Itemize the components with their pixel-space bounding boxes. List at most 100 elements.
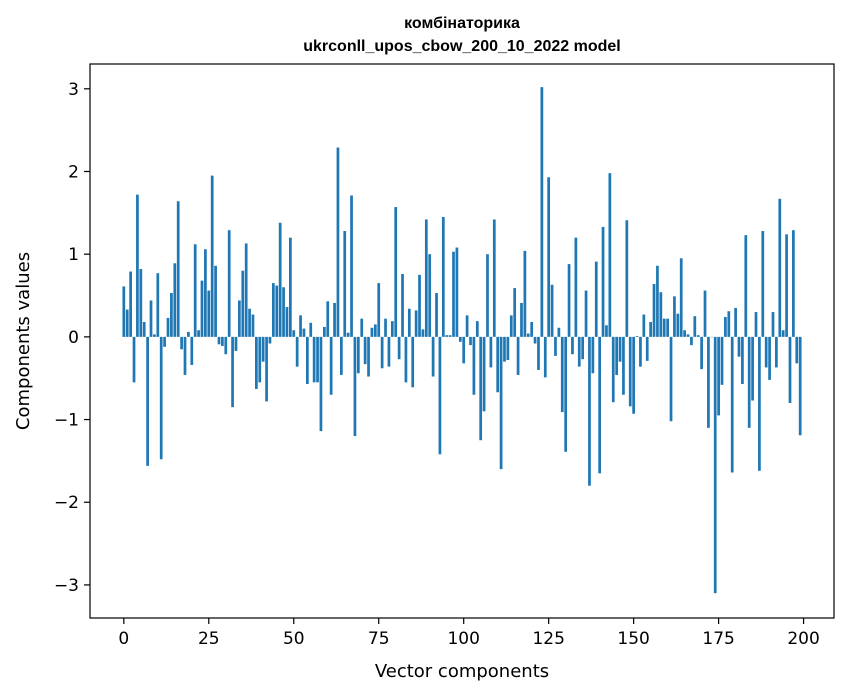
bar-component-47 — [282, 287, 285, 337]
bar-component-156 — [652, 283, 656, 337]
bar-component-53 — [302, 328, 306, 337]
bar-component-73 — [370, 327, 374, 337]
bar-component-145 — [615, 336, 619, 375]
bar-component-101 — [465, 315, 469, 337]
x-axis-label: Vector components — [375, 661, 549, 682]
bar-component-100 — [462, 336, 466, 364]
bar-component-177 — [724, 317, 727, 337]
bar-component-192 — [775, 336, 778, 368]
bar-component-111 — [499, 336, 503, 470]
bar-component-146 — [618, 336, 622, 362]
x-ticks-group: 0 25 50 75 100 125 150 175 200 — [118, 618, 820, 649]
bar-component-131 — [567, 264, 571, 337]
y-axis-label: Components values — [13, 252, 34, 430]
bar-component-157 — [656, 265, 659, 337]
x-tick-label: 75 — [368, 629, 390, 649]
bar-component-71 — [363, 336, 367, 365]
bar-component-58 — [319, 336, 323, 432]
bar-component-118 — [523, 250, 527, 337]
bar-component-89 — [424, 219, 428, 337]
bar-component-54 — [305, 336, 309, 384]
bar-component-186 — [754, 312, 758, 337]
bar-component-56 — [312, 336, 316, 383]
bar-component-64 — [339, 336, 343, 375]
chart-title: комбінаторика — [404, 15, 520, 32]
bar-component-68 — [353, 336, 357, 437]
bar-component-144 — [611, 336, 615, 403]
bar-component-35 — [241, 270, 245, 337]
bar-component-2 — [129, 271, 132, 337]
bar-component-70 — [360, 318, 364, 337]
bar-component-121 — [533, 336, 537, 344]
bar-component-10 — [156, 273, 160, 337]
y-tick-label: −2 — [54, 493, 79, 513]
bar-component-38 — [251, 314, 255, 337]
bar-component-166 — [686, 334, 690, 337]
bar-component-148 — [625, 220, 629, 337]
bar-component-167 — [690, 336, 693, 346]
bar-component-172 — [707, 336, 710, 428]
bar-component-124 — [543, 336, 547, 378]
bar-component-94 — [441, 216, 445, 337]
bar-component-9 — [153, 334, 156, 337]
bar-component-149 — [628, 336, 632, 407]
bar-component-61 — [329, 336, 333, 395]
bar-component-98 — [455, 247, 459, 337]
bar-component-82 — [401, 274, 404, 337]
bar-component-40 — [258, 336, 262, 383]
bar-component-105 — [479, 336, 483, 441]
bar-component-20 — [190, 336, 194, 365]
bar-component-106 — [482, 336, 486, 412]
bars-group — [122, 87, 802, 594]
plot-frame — [89, 63, 835, 619]
bar-component-161 — [669, 336, 673, 422]
bar-component-196 — [788, 336, 792, 404]
bar-component-93 — [438, 336, 442, 455]
bar-component-55 — [309, 322, 313, 337]
bar-component-132 — [571, 336, 574, 355]
bar-component-162 — [673, 296, 676, 337]
bar-component-153 — [642, 314, 646, 337]
bar-component-180 — [734, 307, 737, 337]
bar-component-19 — [187, 331, 190, 337]
bar-component-17 — [180, 336, 183, 350]
bar-component-115 — [513, 288, 517, 337]
bar-component-81 — [397, 336, 401, 360]
bar-component-91 — [431, 336, 435, 377]
bar-component-134 — [577, 336, 581, 367]
bar-component-72 — [367, 336, 370, 377]
bar-component-139 — [594, 261, 598, 337]
bar-component-128 — [557, 327, 561, 337]
bar-component-66 — [346, 332, 350, 337]
bar-component-7 — [146, 336, 149, 466]
bar-component-45 — [275, 285, 279, 337]
bar-component-135 — [581, 336, 585, 360]
bar-component-155 — [649, 321, 652, 337]
bar-component-109 — [492, 219, 496, 337]
y-tick-label: 1 — [68, 245, 79, 265]
bar-component-31 — [227, 230, 231, 337]
bar-component-25 — [207, 290, 211, 337]
bar-component-120 — [530, 321, 534, 337]
bar-component-84 — [407, 308, 411, 337]
bar-component-123 — [540, 87, 544, 337]
bar-component-99 — [458, 336, 462, 342]
bar-component-8 — [149, 300, 153, 337]
bar-component-141 — [601, 226, 605, 337]
bar-component-3 — [132, 336, 136, 383]
bar-component-80 — [394, 207, 398, 337]
bar-component-46 — [278, 222, 282, 337]
bar-component-199 — [798, 336, 802, 436]
x-tick-label: 0 — [118, 629, 129, 649]
x-tick-label: 50 — [283, 629, 305, 649]
bar-component-112 — [503, 336, 506, 362]
bar-component-154 — [645, 336, 649, 361]
bar-component-117 — [520, 302, 523, 337]
bar-component-50 — [292, 330, 296, 337]
bar-component-28 — [217, 336, 221, 345]
bar-component-140 — [598, 336, 602, 474]
bar-component-127 — [554, 336, 557, 356]
bar-component-27 — [214, 265, 217, 337]
bar-component-189 — [764, 336, 768, 368]
bar-component-15 — [173, 263, 177, 337]
